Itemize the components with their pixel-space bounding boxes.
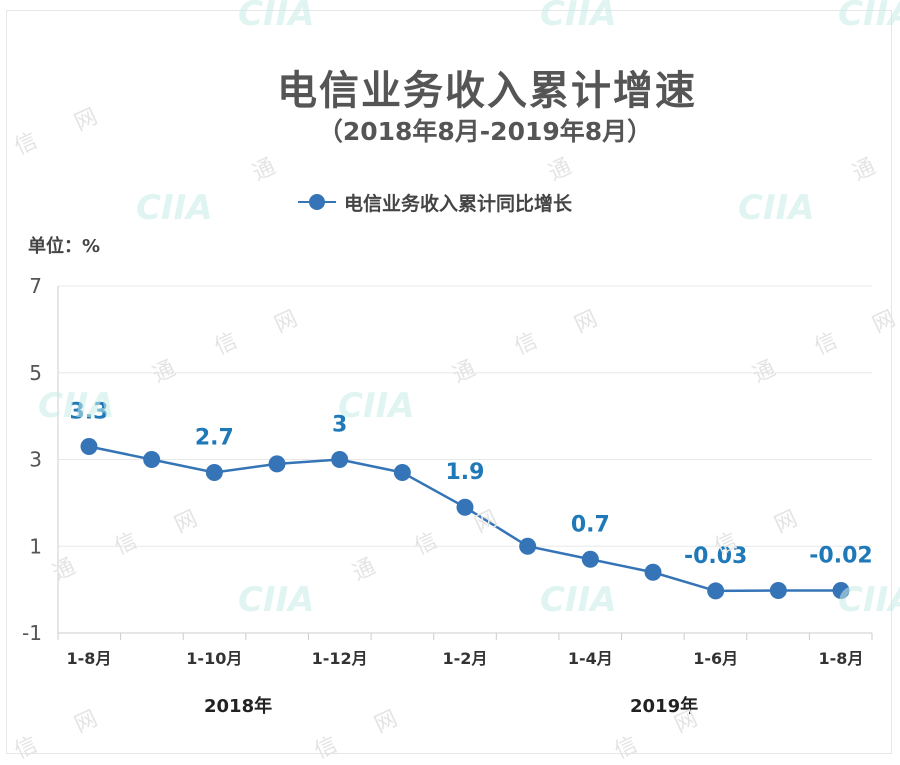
data-point xyxy=(331,451,349,468)
frame-border xyxy=(6,10,892,754)
data-point xyxy=(644,563,662,581)
y-tick-label: -1 xyxy=(22,621,42,645)
x-tick-label: 1-8月 xyxy=(67,649,112,668)
unit-label: 单位：% xyxy=(28,236,101,257)
data-point xyxy=(205,464,223,482)
data-point xyxy=(456,498,474,516)
data-point xyxy=(80,437,98,455)
y-tick-label: 7 xyxy=(29,274,42,298)
year-label-2018: 2018年 xyxy=(204,696,273,717)
legend-marker-icon xyxy=(298,187,336,217)
chart-title: 电信业务收入累计增速 xyxy=(277,68,697,114)
x-tick-label: 1-2月 xyxy=(443,649,488,668)
data-point xyxy=(769,581,787,599)
year-label-2019: 2019年 xyxy=(630,696,699,717)
legend: 电信业务收入累计同比增长 xyxy=(298,187,572,217)
data-label: 3.3 xyxy=(70,399,109,424)
data-point xyxy=(581,550,599,568)
x-tick-label: 1-6月 xyxy=(693,649,738,668)
x-tick-label: 1-12月 xyxy=(312,649,368,668)
data-label: 0.7 xyxy=(571,512,610,537)
data-point xyxy=(519,537,537,555)
data-point xyxy=(832,581,850,599)
y-tick-label: 1 xyxy=(29,534,42,558)
chart-subtitle: （2018年8月-2019年8月） xyxy=(317,117,653,146)
y-tick-label: 5 xyxy=(29,361,42,385)
data-point xyxy=(143,451,161,468)
data-label: -0.03 xyxy=(684,544,747,569)
x-tick-label: 1-4月 xyxy=(568,649,613,668)
data-label: 1.9 xyxy=(446,460,485,485)
y-tick-label: 3 xyxy=(29,448,42,472)
data-point xyxy=(268,455,286,473)
data-label: 3 xyxy=(332,413,347,438)
data-point xyxy=(707,582,725,600)
data-point xyxy=(393,464,411,482)
x-tick-label: 1-8月 xyxy=(819,649,864,668)
data-label: -0.02 xyxy=(809,543,872,568)
x-tick-label: 1-10月 xyxy=(186,649,242,668)
data-label: 2.7 xyxy=(195,426,234,451)
legend-label: 电信业务收入累计同比增长 xyxy=(344,192,573,215)
